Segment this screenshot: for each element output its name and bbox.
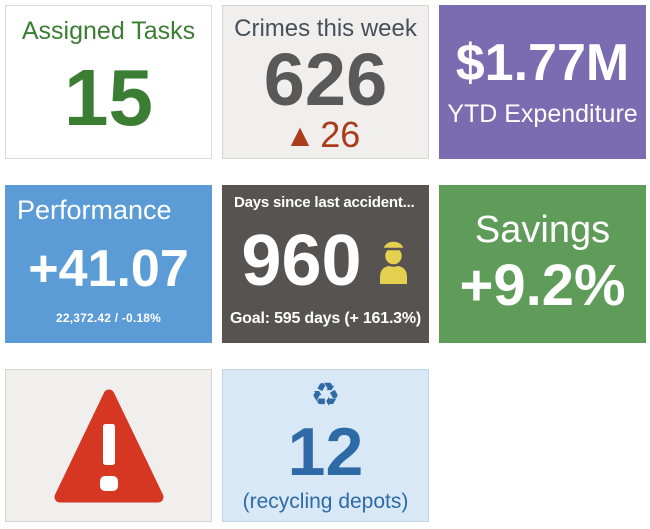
savings-title: Savings xyxy=(474,209,611,252)
ytd-expenditure-value: $1.77M xyxy=(455,34,630,93)
assigned-tasks-tile: Assigned Tasks 15 xyxy=(5,5,212,159)
recycling-tile: ♻ 12 (recycling depots) xyxy=(222,369,429,522)
crimes-value: 626 xyxy=(263,38,388,121)
crimes-title: Crimes this week xyxy=(234,15,417,42)
performance-value: +41.07 xyxy=(28,239,189,298)
worker-icon xyxy=(379,238,407,284)
crimes-value-area: 626 xyxy=(223,43,428,117)
recycle-icon: ♻ xyxy=(310,375,341,414)
performance-detail: 22,372.42 / -0.18% xyxy=(55,311,161,325)
days-since-accident-value: 960 xyxy=(241,220,362,301)
days-since-accident-goal: Goal: 595 days (+ 161.3%) xyxy=(229,310,422,327)
warning-icon xyxy=(54,389,163,502)
alert-tile xyxy=(5,369,212,522)
days-since-accident-tile: Days since last accident... 960 Goal: 59… xyxy=(222,185,429,343)
crimes-tile: Crimes this week 626 ▲ 26 xyxy=(222,5,429,159)
recycling-label: (recycling depots) xyxy=(242,490,409,513)
performance-tile: Performance +41.07 22,372.42 / -0.18% xyxy=(5,185,212,343)
days-since-accident-title: Days since last accident... xyxy=(234,194,415,211)
recycling-value-area: 12 xyxy=(223,413,428,490)
assigned-tasks-value: 15 xyxy=(64,53,153,142)
performance-title: Performance xyxy=(17,195,172,225)
ytd-expenditure-label: YTD Expenditure xyxy=(447,99,638,128)
performance-value-area: +41.07 xyxy=(5,226,212,311)
savings-value: +9.2% xyxy=(459,253,626,318)
days-since-accident-value-area: 960 xyxy=(222,211,429,310)
assigned-tasks-title: Assigned Tasks xyxy=(21,17,196,45)
up-triangle-icon: ▲ xyxy=(290,121,310,149)
assigned-tasks-value-area: 15 xyxy=(6,46,211,158)
ytd-expenditure-tile: $1.77M YTD Expenditure xyxy=(439,5,646,159)
crimes-delta: ▲ 26 xyxy=(223,117,428,153)
crimes-delta-value: 26 xyxy=(320,114,361,155)
savings-tile: Savings +9.2% xyxy=(439,185,646,343)
recycling-value: 12 xyxy=(287,413,364,490)
